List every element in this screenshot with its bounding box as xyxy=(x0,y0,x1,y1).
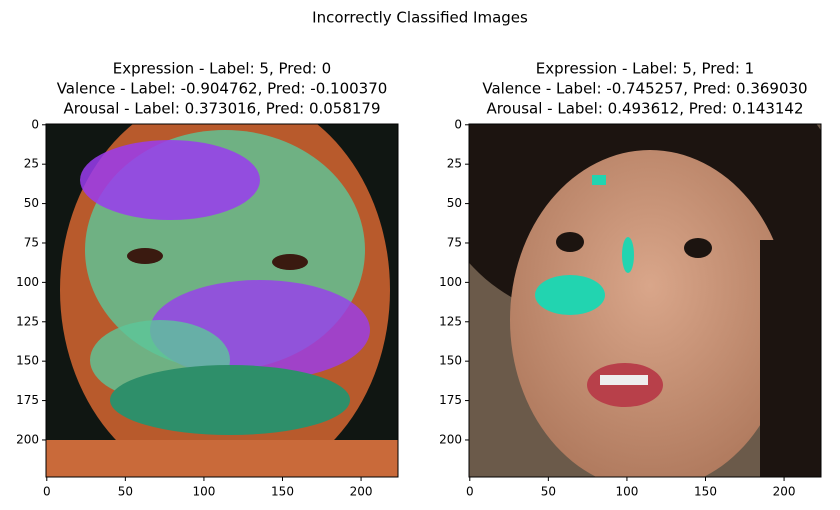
y-tick-label: 125 xyxy=(439,314,462,328)
x-tick-label: 50 xyxy=(118,485,133,499)
x-tick-label: 0 xyxy=(43,485,51,499)
y-tick-label: 125 xyxy=(16,314,39,328)
y-tick-label: 0 xyxy=(454,117,462,131)
image xyxy=(469,124,821,477)
x-tick-label: 150 xyxy=(694,485,717,499)
y-tick-label: 100 xyxy=(16,275,39,289)
figure-title: Incorrectly Classified Images xyxy=(312,9,528,27)
y-tick-label: 200 xyxy=(16,432,39,446)
image xyxy=(46,124,398,477)
axes-title: Expression - Label: 5, Pred: 0 xyxy=(113,60,331,78)
axes-frame xyxy=(468,123,822,478)
axes-title: Valence - Label: -0.745257, Pred: 0.3690… xyxy=(482,80,807,98)
y-tick-label: 50 xyxy=(447,196,462,210)
y-tick-label: 175 xyxy=(439,393,462,407)
y-tick-label: 200 xyxy=(439,432,462,446)
y-tick-label: 100 xyxy=(439,275,462,289)
x-tick-label: 200 xyxy=(773,485,796,499)
y-tick-label: 150 xyxy=(439,354,462,368)
axes-title: Valence - Label: -0.904762, Pred: -0.100… xyxy=(57,80,388,98)
y-tick-label: 25 xyxy=(24,157,39,171)
x-tick-label: 100 xyxy=(615,485,638,499)
y-tick-label: 75 xyxy=(447,235,462,249)
axes-frame xyxy=(45,123,399,478)
x-tick-label: 200 xyxy=(350,485,373,499)
x-tick-label: 150 xyxy=(271,485,294,499)
y-tick-label: 50 xyxy=(24,196,39,210)
axes-title: Expression - Label: 5, Pred: 1 xyxy=(536,60,754,78)
x-tick-label: 100 xyxy=(192,485,215,499)
x-tick-label: 0 xyxy=(466,485,474,499)
axes-title: Arousal - Label: 0.493612, Pred: 0.14314… xyxy=(486,100,803,118)
y-tick-label: 75 xyxy=(24,235,39,249)
y-tick-label: 150 xyxy=(16,354,39,368)
x-tick-label: 50 xyxy=(541,485,556,499)
y-tick-label: 0 xyxy=(31,117,39,131)
y-tick-label: 175 xyxy=(16,393,39,407)
y-tick-label: 25 xyxy=(447,157,462,171)
axes-title: Arousal - Label: 0.373016, Pred: 0.05817… xyxy=(63,100,380,118)
